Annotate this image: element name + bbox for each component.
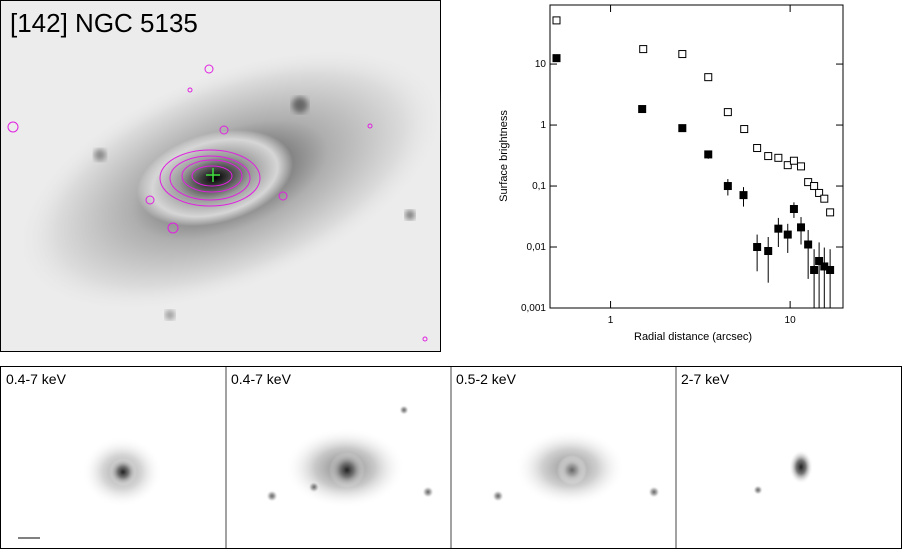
y-tick-label: 0,01 xyxy=(527,242,547,253)
panel-label: 0.4-7 keV xyxy=(231,371,292,387)
image-title: [142] NGC 5135 xyxy=(10,8,198,38)
y-tick-label: 10 xyxy=(535,59,547,70)
marker xyxy=(704,73,713,82)
marker xyxy=(783,161,792,170)
marker xyxy=(789,156,798,165)
marker xyxy=(797,162,806,171)
xray-panels: 0.4-7 keV 0.4-7 keV 0.5-2 keV 2-7 keV xyxy=(0,366,902,549)
marker xyxy=(804,240,813,249)
marker xyxy=(826,265,835,274)
marker xyxy=(810,182,819,191)
marker xyxy=(638,105,647,114)
marker xyxy=(789,205,798,214)
x-tick-label: 1 xyxy=(608,315,614,326)
marker xyxy=(552,16,561,25)
marker xyxy=(704,150,713,159)
marker xyxy=(639,45,648,54)
marker xyxy=(739,191,748,200)
marker xyxy=(820,194,829,203)
profile-chart: Radial distance (arcsec) Surface brightn… xyxy=(498,4,844,343)
marker xyxy=(723,108,732,117)
marker xyxy=(723,182,732,191)
marker xyxy=(678,50,687,59)
marker xyxy=(764,152,773,161)
marker xyxy=(826,208,835,217)
marker xyxy=(740,125,749,134)
marker xyxy=(797,223,806,232)
marker xyxy=(774,153,783,162)
marker xyxy=(764,247,773,256)
marker xyxy=(678,124,687,133)
panel-label: 2-7 keV xyxy=(681,371,730,387)
marker xyxy=(783,230,792,239)
x-tick-label: 10 xyxy=(785,315,797,326)
marker xyxy=(753,243,762,252)
y-tick-label: 0,001 xyxy=(521,303,546,314)
y-tick-label: 0,1 xyxy=(532,181,546,192)
marker xyxy=(552,54,561,63)
marker xyxy=(815,188,824,197)
y-tick-label: 1 xyxy=(540,120,546,131)
marker xyxy=(774,224,783,233)
panel-label: 0.5-2 keV xyxy=(456,371,517,387)
marker xyxy=(810,265,819,274)
marker xyxy=(753,144,762,153)
y-axis-label: Surface brightness xyxy=(498,110,510,202)
galaxy-image: [142] NGC 5135 xyxy=(0,0,448,352)
panel-label: 0.4-7 keV xyxy=(6,371,67,387)
x-axis-label: Radial distance (arcsec) xyxy=(634,331,752,343)
marker xyxy=(815,256,824,265)
